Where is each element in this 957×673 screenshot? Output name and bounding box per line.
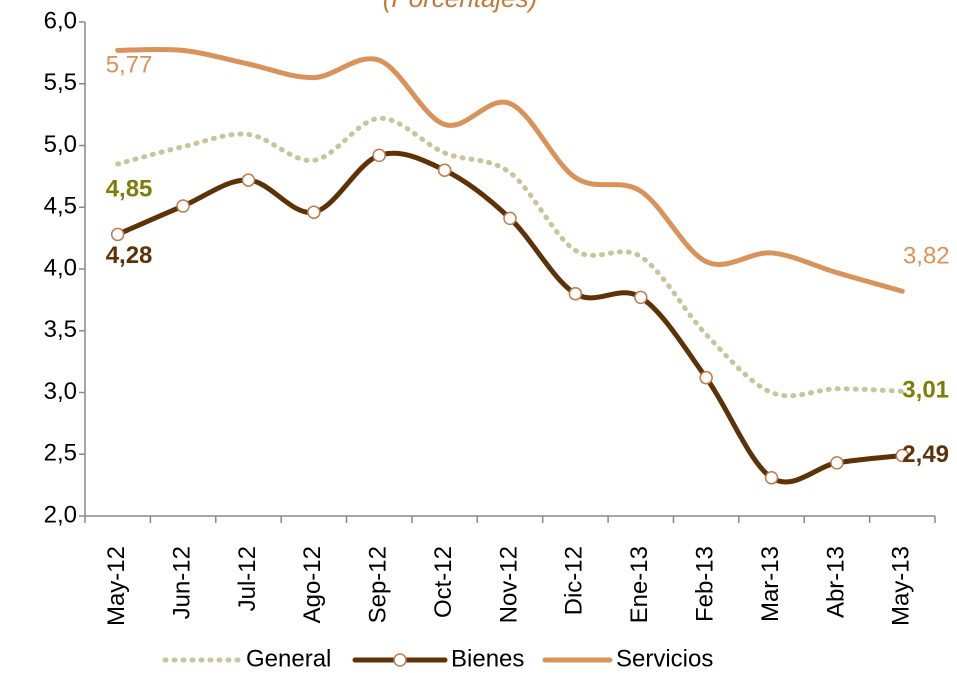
x-tick-label: Jul-12	[234, 546, 261, 611]
x-tick-label: Feb-13	[691, 546, 718, 622]
point-marker	[568, 286, 583, 301]
point-marker	[307, 205, 321, 219]
y-tick-label: 5,0	[44, 131, 77, 158]
y-tick-label: 4,5	[44, 193, 77, 220]
point-marker	[699, 370, 713, 385]
x-tick-label: Mar-13	[757, 546, 784, 622]
legend-label: Servicios	[616, 645, 713, 672]
chart-subtitle: (Porcentajes)	[383, 0, 538, 13]
point-marker	[764, 470, 779, 485]
series-line	[115, 115, 905, 399]
point-marker	[437, 163, 452, 177]
data-label: 3,82	[903, 243, 950, 270]
point-marker	[241, 173, 256, 187]
x-tick-label: Ene-13	[626, 546, 653, 623]
y-tick-label: 6,0	[44, 7, 77, 34]
x-tick-label: May-12	[103, 546, 130, 626]
legend-label: Bienes	[451, 645, 524, 672]
legend-marker	[393, 653, 407, 667]
y-tick-label: 3,0	[44, 378, 77, 405]
y-tick-label: 4,0	[44, 254, 77, 281]
x-tick-label: Oct-12	[430, 546, 457, 618]
point-marker	[176, 199, 190, 213]
y-tick-label: 5,5	[44, 69, 77, 96]
y-tick-label: 3,5	[44, 316, 77, 343]
point-marker	[110, 227, 125, 242]
legend-label: General	[246, 645, 331, 672]
x-tick-label: Dic-12	[561, 546, 588, 615]
x-tick-label: Jun-12	[168, 546, 195, 619]
x-tick-label: Sep-12	[365, 546, 392, 623]
y-tick-label: 2,5	[44, 440, 77, 467]
x-tick-label: May-13	[888, 546, 915, 626]
point-marker	[830, 456, 844, 470]
data-label: 3,01	[902, 377, 949, 404]
data-label: 2,49	[902, 441, 949, 468]
y-tick-label: 2,0	[44, 501, 77, 528]
data-label: 5,77	[106, 52, 153, 79]
data-label: 4,85	[106, 175, 153, 202]
x-tick-label: Abr-13	[822, 546, 849, 618]
point-marker	[895, 448, 910, 463]
data-label: 4,28	[106, 242, 153, 269]
series-line	[115, 46, 905, 294]
point-marker	[503, 211, 517, 226]
x-tick-label: Ago-12	[299, 546, 326, 623]
x-tick-label: Nov-12	[495, 546, 522, 623]
series-line	[115, 150, 905, 485]
point-marker	[634, 290, 648, 305]
point-marker	[372, 148, 386, 163]
